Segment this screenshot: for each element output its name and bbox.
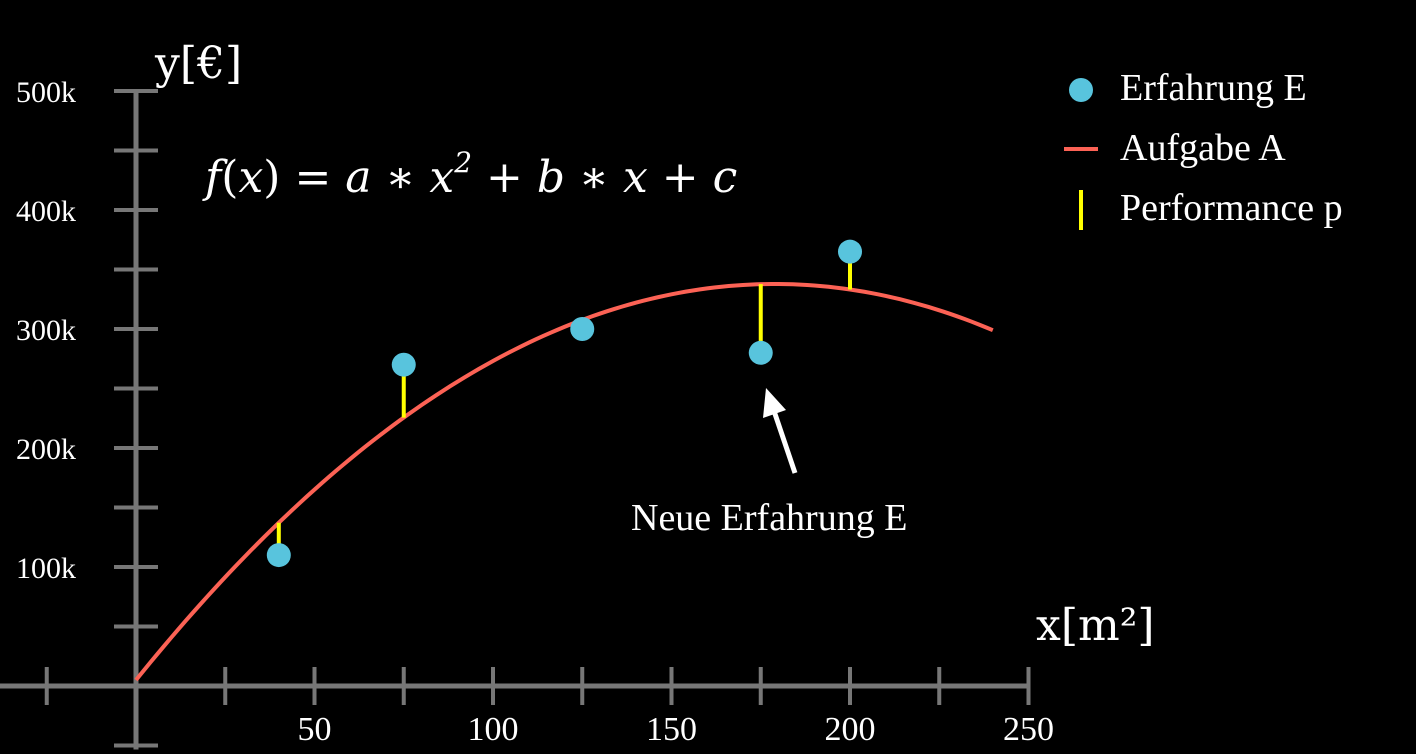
fitted-curve-layer [134,281,994,682]
legend-label-performance: Performance p [1120,187,1343,229]
fitted-curve [134,281,994,682]
legend-label-experience: Erfahrung E [1120,67,1307,109]
formula-exp: 2 [453,146,472,179]
data-point-layer [266,239,862,568]
x-tick-label: 200 [825,711,876,748]
annotation-arrow-head [763,388,786,418]
y-axis-title: y[€] [154,38,242,89]
x-tick-label: 100 [468,711,519,748]
x-tick-label: 250 [1003,711,1054,748]
legend: Erfahrung E Aufgabe A Performance p [1064,67,1343,230]
x-tick-label: 150 [646,711,697,748]
y-tick-label: 300k [16,314,76,347]
formula-x: x [238,152,263,203]
y-tick-label: 200k [16,433,76,466]
axes: 50 100 150 200 250 100k 200k 300k 400k 500k [0,76,1054,750]
x-axis-title: x[m²] [1036,600,1155,651]
data-point [391,352,416,377]
annotation-text: Neue Erfahrung E [631,497,907,539]
y-tick-label: 500k [16,76,76,109]
data-point [570,317,595,341]
y-tick-label: 400k [16,195,76,228]
legend-label-task: Aufgabe A [1120,127,1286,169]
data-point [838,239,862,264]
y-tick-label: 100k [16,552,76,585]
annotation: Neue Erfahrung E [631,388,907,539]
data-point [266,543,291,568]
annotation-arrow-shaft [770,407,798,474]
data-point [748,340,773,365]
formula-label: f(x) = a ∗ x2 + b ∗ x + c [202,146,737,203]
x-tick-label: 50 [298,711,332,748]
formula-rest: + b ∗ x + c [472,152,737,203]
formula-eq: = a ∗ x [280,152,454,203]
legend-dot-marker [1069,78,1093,102]
